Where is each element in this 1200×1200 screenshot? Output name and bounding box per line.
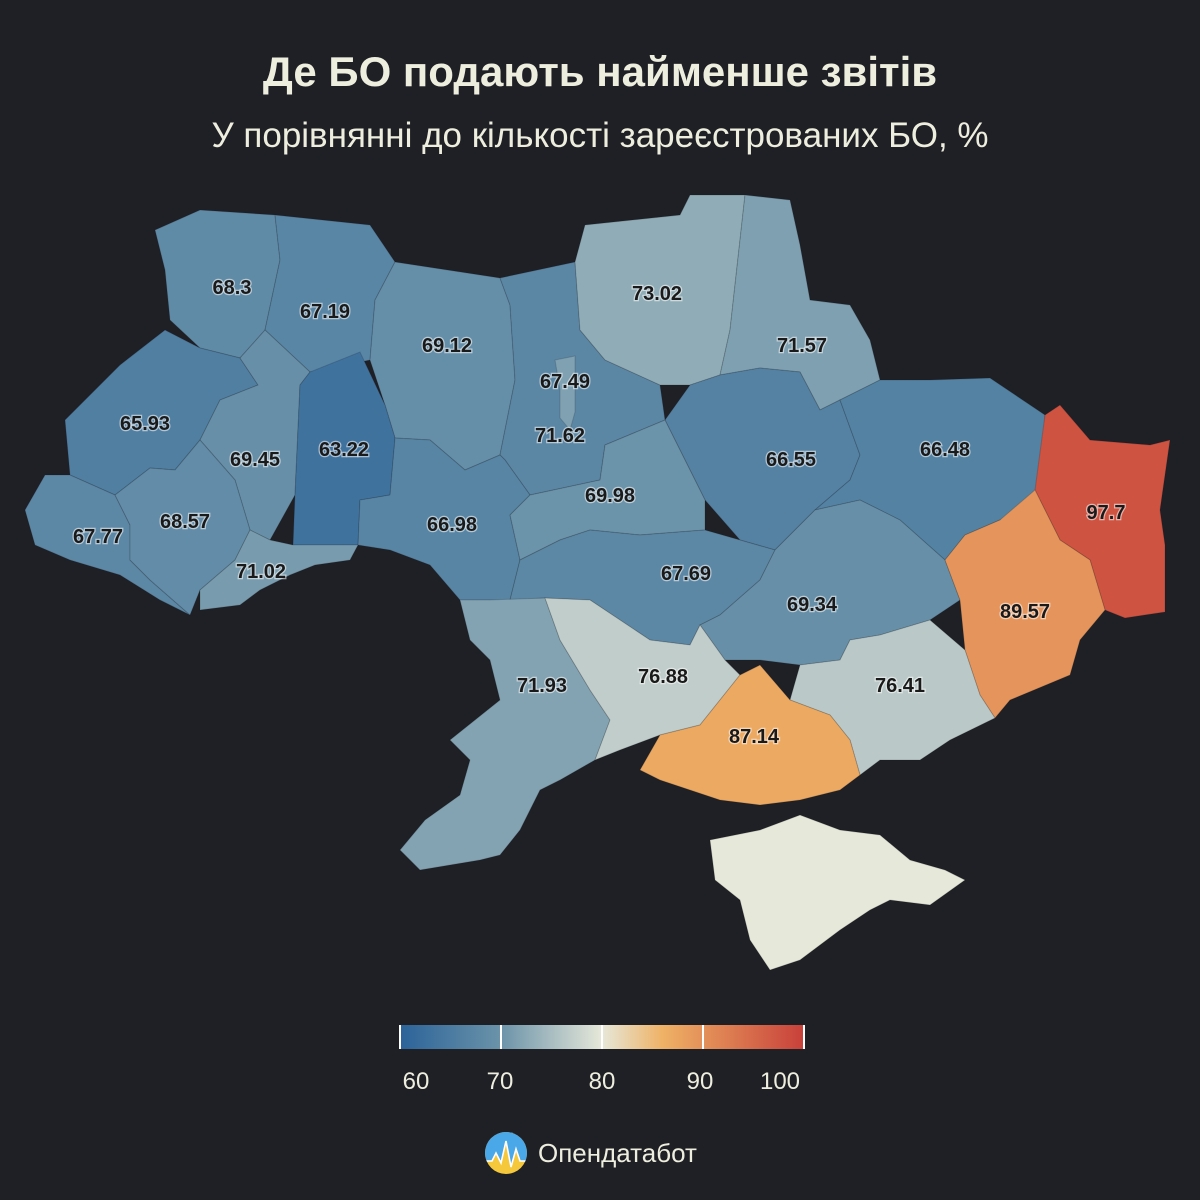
value-label-chernihiv: 73.02 [632, 283, 682, 305]
value-label-kyiv-city: 71.62 [535, 425, 585, 447]
value-label-zakarpattia: 67.77 [73, 526, 123, 548]
brand-name: Опендатабот [538, 1137, 697, 1168]
region-kherson[interactable] [639, 664, 861, 806]
region-chernivtsi[interactable] [199, 529, 359, 611]
value-label-kirovohrad: 67.69 [661, 563, 711, 585]
map-subtitle: У порівнянні до кількості зареєстрованих… [211, 116, 989, 155]
region-crimea[interactable] [709, 814, 966, 971]
value-label-kharkiv: 66.48 [920, 439, 970, 461]
value-label-mykolaiv: 76.88 [638, 666, 688, 688]
value-label-donetsk: 89.57 [1000, 601, 1050, 623]
value-label-lviv: 65.93 [120, 413, 170, 435]
value-label-ivano-frankivsk: 68.57 [160, 511, 210, 533]
map-title: Де БО подають найменше звітів [262, 48, 938, 95]
brand: Опендатабот [484, 1130, 697, 1176]
value-label-volyn: 68.3 [213, 277, 252, 299]
value-label-rivne: 67.19 [300, 301, 350, 323]
value-label-zhytomyr: 69.12 [422, 335, 472, 357]
value-label-dnipropetrovsk: 69.34 [787, 594, 838, 616]
value-label-sumy: 71.57 [777, 335, 827, 357]
value-label-chernivtsi: 71.02 [236, 561, 286, 583]
value-label-zaporizhzhia: 76.41 [875, 675, 925, 697]
value-label-khmelnytskyi: 63.22 [319, 439, 369, 461]
value-label-luhansk: 97.7 [1087, 502, 1126, 524]
value-label-kyiv-oblast: 67.49 [540, 371, 590, 393]
value-label-odesa: 71.93 [517, 675, 567, 697]
value-label-kherson: 87.14 [729, 726, 780, 748]
value-label-cherkasy: 69.98 [585, 485, 635, 507]
region-kyiv-city[interactable] [554, 355, 576, 432]
value-label-vinnytsia: 66.98 [427, 514, 477, 536]
opendatabot-logo-icon [485, 1132, 527, 1174]
value-label-poltava: 66.55 [766, 449, 816, 471]
value-label-ternopil: 69.45 [230, 449, 280, 471]
region-luhansk[interactable] [1034, 404, 1171, 619]
